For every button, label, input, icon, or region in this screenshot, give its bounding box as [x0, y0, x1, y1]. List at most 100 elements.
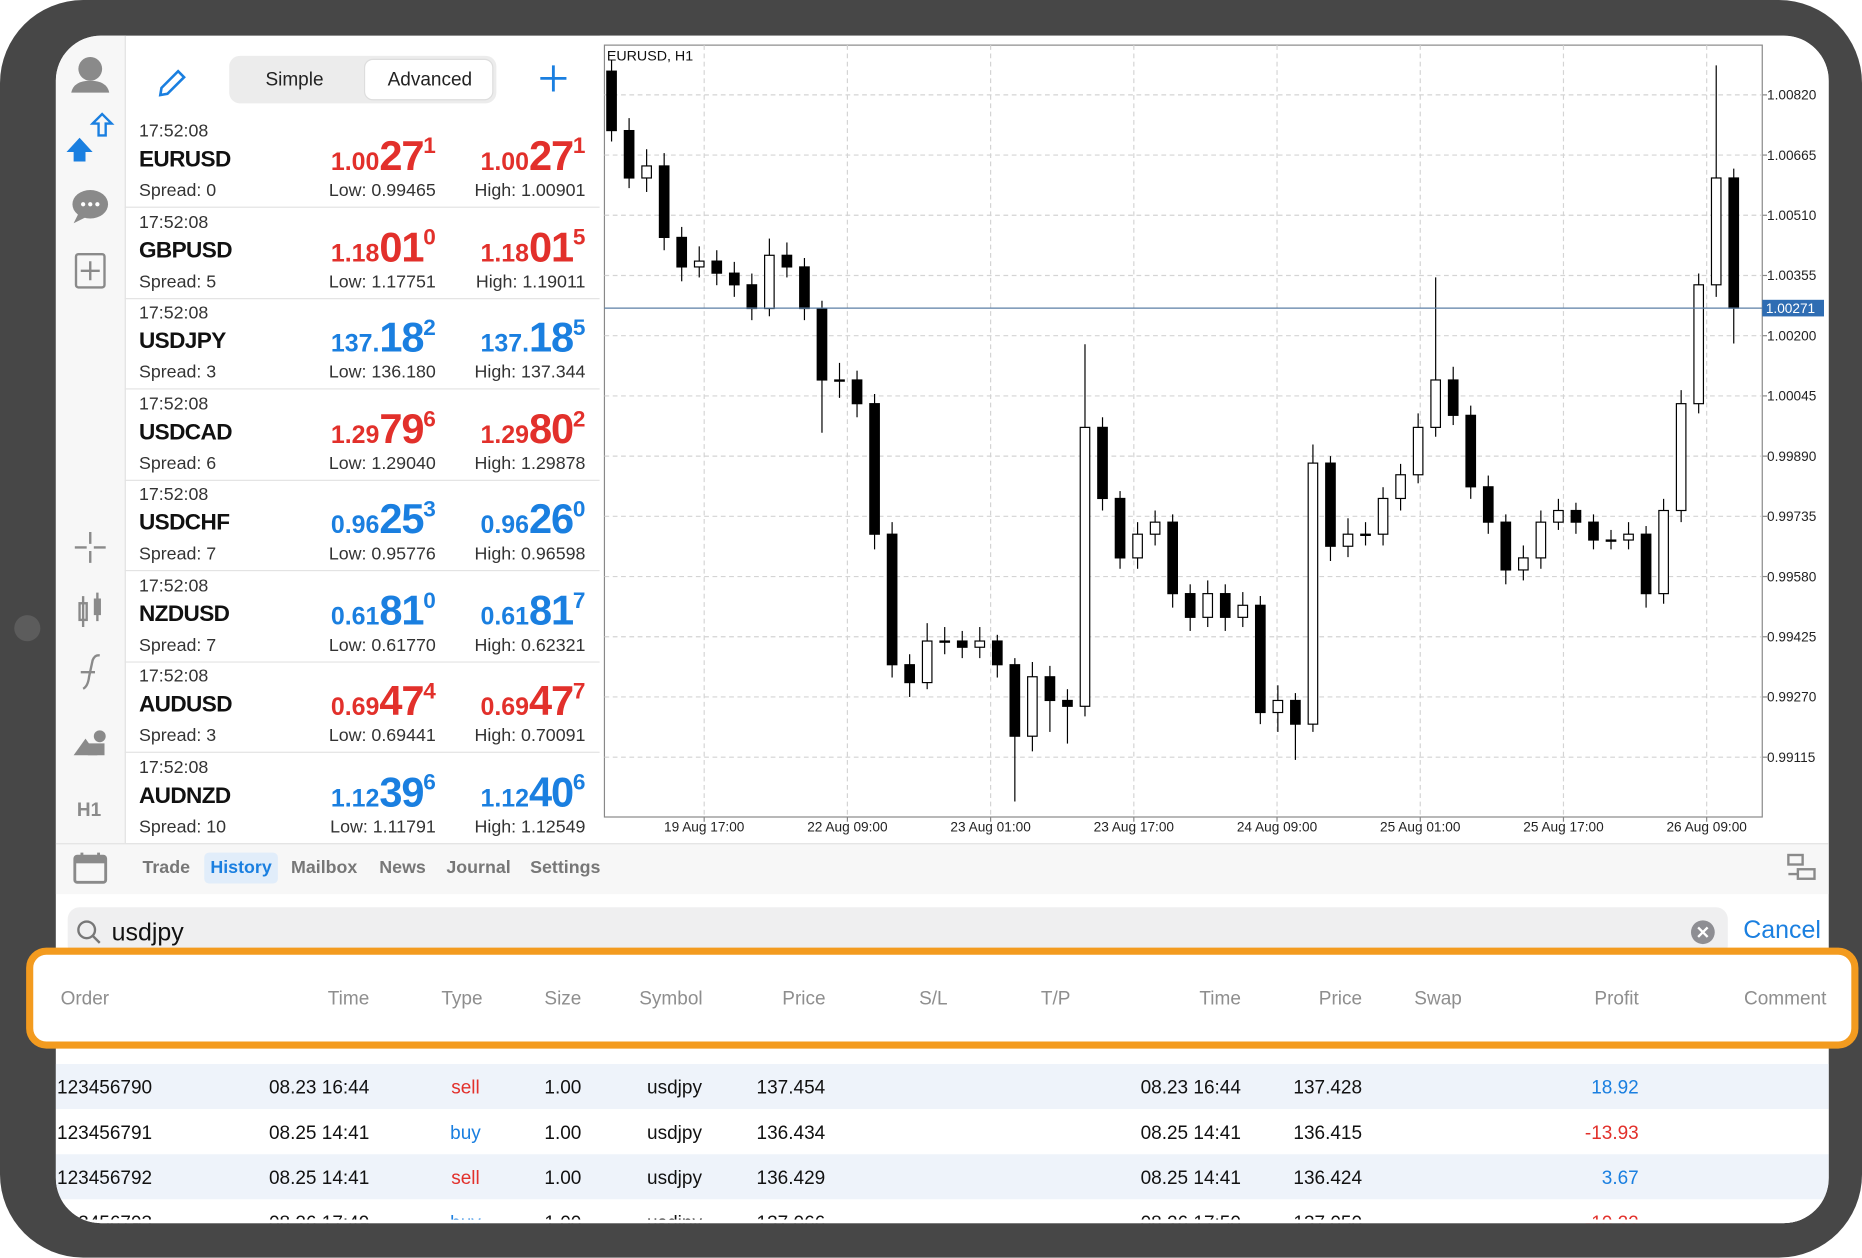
- quote-row[interactable]: 17:52:08 AUDUSD Spread: 3 0.69474 0.69477 Low…: [124, 661, 600, 753]
- column-header[interactable]: Profit: [1594, 989, 1639, 1010]
- price-prefix: 137.: [330, 330, 380, 358]
- column-header[interactable]: Symbol: [639, 989, 702, 1010]
- objects-icon[interactable]: [73, 730, 106, 756]
- crosshair-icon[interactable]: [74, 532, 106, 563]
- y-tick-label: 1.00355: [1767, 268, 1817, 283]
- candle-body: [834, 379, 845, 382]
- quote-row[interactable]: 17:52:08 USDCAD Spread: 6 1.29796 1.29802 Low…: [124, 389, 600, 481]
- column-header[interactable]: T/P: [1041, 989, 1071, 1010]
- candle-body: [1623, 533, 1634, 541]
- candle-body: [1430, 379, 1442, 428]
- quote-spread: Spread: 7: [138, 634, 217, 655]
- candle-body: [1027, 676, 1038, 737]
- tab[interactable]: News: [379, 857, 426, 878]
- chart-type-icon[interactable]: [78, 592, 101, 627]
- price-pip: 2: [423, 315, 436, 341]
- price-prefix: 1.12: [330, 784, 380, 812]
- price-prefix: 1.29: [480, 420, 530, 449]
- candle-body: [1272, 699, 1284, 714]
- cell-type: buy: [450, 1213, 481, 1223]
- cell-order: 123456791: [57, 1123, 152, 1144]
- candle-body: [1254, 604, 1266, 714]
- camera: [14, 615, 41, 642]
- quote-symbol: USDJPY: [138, 328, 226, 354]
- cell-order: 123456792: [57, 1168, 152, 1189]
- price-prefix: 0.96: [480, 511, 530, 540]
- candle-body: [1219, 593, 1231, 618]
- candle-body: [851, 379, 863, 405]
- quote-row[interactable]: 17:52:08 USDJPY Spread: 3 137.182 137.185 Low…: [124, 298, 600, 390]
- tab[interactable]: Trade: [142, 857, 191, 878]
- clear-search[interactable]: [1690, 919, 1716, 945]
- search-query[interactable]: usdjpy: [111, 919, 184, 947]
- chat-icon[interactable]: [72, 190, 109, 224]
- current-price-label: 1.00271: [1766, 301, 1815, 316]
- chart-title: EURUSD, H1: [607, 49, 693, 65]
- column-header[interactable]: Price: [782, 989, 825, 1010]
- quote-low: Low: 0.99465: [328, 180, 436, 201]
- column-header[interactable]: Price: [1319, 989, 1362, 1010]
- price-big: 47: [529, 678, 574, 725]
- add-symbol-icon[interactable]: [540, 65, 567, 92]
- price-pip: 1: [423, 134, 436, 160]
- sidebar: [55, 35, 126, 844]
- x-tick-label: 25 Aug 01:00: [1380, 819, 1461, 834]
- quote-symbol: USDCHF: [138, 510, 230, 536]
- column-header[interactable]: Time: [328, 989, 370, 1010]
- column-header[interactable]: Comment: [1744, 989, 1827, 1010]
- cell-size: 1.00: [544, 1123, 581, 1144]
- cell-order: 123456793: [57, 1213, 152, 1223]
- price-big: 39: [379, 768, 424, 816]
- cell-open-price: 136.434: [757, 1123, 826, 1144]
- y-tick-label: 1.00200: [1767, 328, 1817, 343]
- y-tick-label: 1.00510: [1767, 208, 1817, 223]
- candle-body: [1465, 414, 1477, 488]
- quote-row[interactable]: 17:52:08 NZDUSD Spread: 7 0.61810 0.61817 Low…: [124, 571, 600, 663]
- quote-high: High: 0.62321: [474, 634, 586, 655]
- cancel-button[interactable]: Cancel: [1743, 916, 1821, 945]
- quotes-icon[interactable]: [66, 112, 115, 162]
- candle-body: [1184, 593, 1196, 618]
- indicators-icon[interactable]: [80, 654, 101, 690]
- cell-close-price: 137.050: [1293, 1213, 1362, 1223]
- edit-icon[interactable]: [158, 69, 186, 97]
- tab[interactable]: Mailbox: [291, 857, 358, 878]
- price-prefix: 1.18: [330, 239, 380, 267]
- screen: H1 Simple Advanced 17:52:08 EURUSD Spread:…: [55, 35, 1829, 1224]
- quote-row[interactable]: 17:52:08 EURUSD Spread: 0 1.00271 1.00271 Low…: [124, 116, 600, 208]
- candle-body: [1500, 521, 1512, 571]
- candle-body: [1570, 509, 1582, 523]
- column-header[interactable]: Swap: [1414, 989, 1462, 1010]
- price-big: 40: [529, 768, 574, 816]
- tab[interactable]: Settings: [530, 857, 601, 878]
- mode-simple[interactable]: Simple: [265, 70, 323, 91]
- calendar-icon[interactable]: [71, 850, 109, 886]
- candle-body: [1517, 557, 1529, 571]
- layout-icon[interactable]: [1786, 853, 1819, 884]
- mode-advanced[interactable]: Advanced: [388, 70, 473, 91]
- candle-body: [869, 403, 880, 535]
- account-icon[interactable]: [71, 57, 110, 93]
- column-header[interactable]: S/L: [919, 989, 948, 1010]
- history-rows: 123456790 08.23 16:44 sell 1.00 usdjpy 137.45…: [55, 1064, 1829, 1224]
- ask-price: 0.69477: [480, 678, 585, 726]
- column-header[interactable]: Time: [1199, 989, 1241, 1010]
- cell-symbol: usdjpy: [647, 1168, 702, 1189]
- tab[interactable]: Journal: [446, 857, 511, 878]
- ask-price: 137.185: [480, 315, 585, 363]
- new-order-icon[interactable]: [74, 252, 106, 289]
- timeframe-button[interactable]: H1: [77, 800, 102, 821]
- tab[interactable]: History: [210, 857, 272, 878]
- column-header[interactable]: Size: [544, 989, 581, 1010]
- cell-close-time: 08.26 17:50: [1141, 1213, 1241, 1223]
- x-tick-label: 23 Aug 17:00: [1094, 819, 1175, 834]
- candle-body: [1482, 486, 1494, 523]
- bid-price: 1.29796: [331, 406, 436, 454]
- quote-row[interactable]: 17:52:08 USDCHF Spread: 7 0.96253 0.96260 Low…: [124, 480, 600, 572]
- price-prefix: 1.18: [480, 239, 530, 267]
- price-pip: 6: [423, 770, 436, 796]
- column-header[interactable]: Type: [441, 989, 482, 1010]
- quote-row[interactable]: 17:52:08 GBPUSD Spread: 5 1.18010 1.18015 Low…: [124, 207, 600, 299]
- column-header[interactable]: Order: [61, 989, 110, 1010]
- quote-symbol: EURUSD: [138, 147, 231, 173]
